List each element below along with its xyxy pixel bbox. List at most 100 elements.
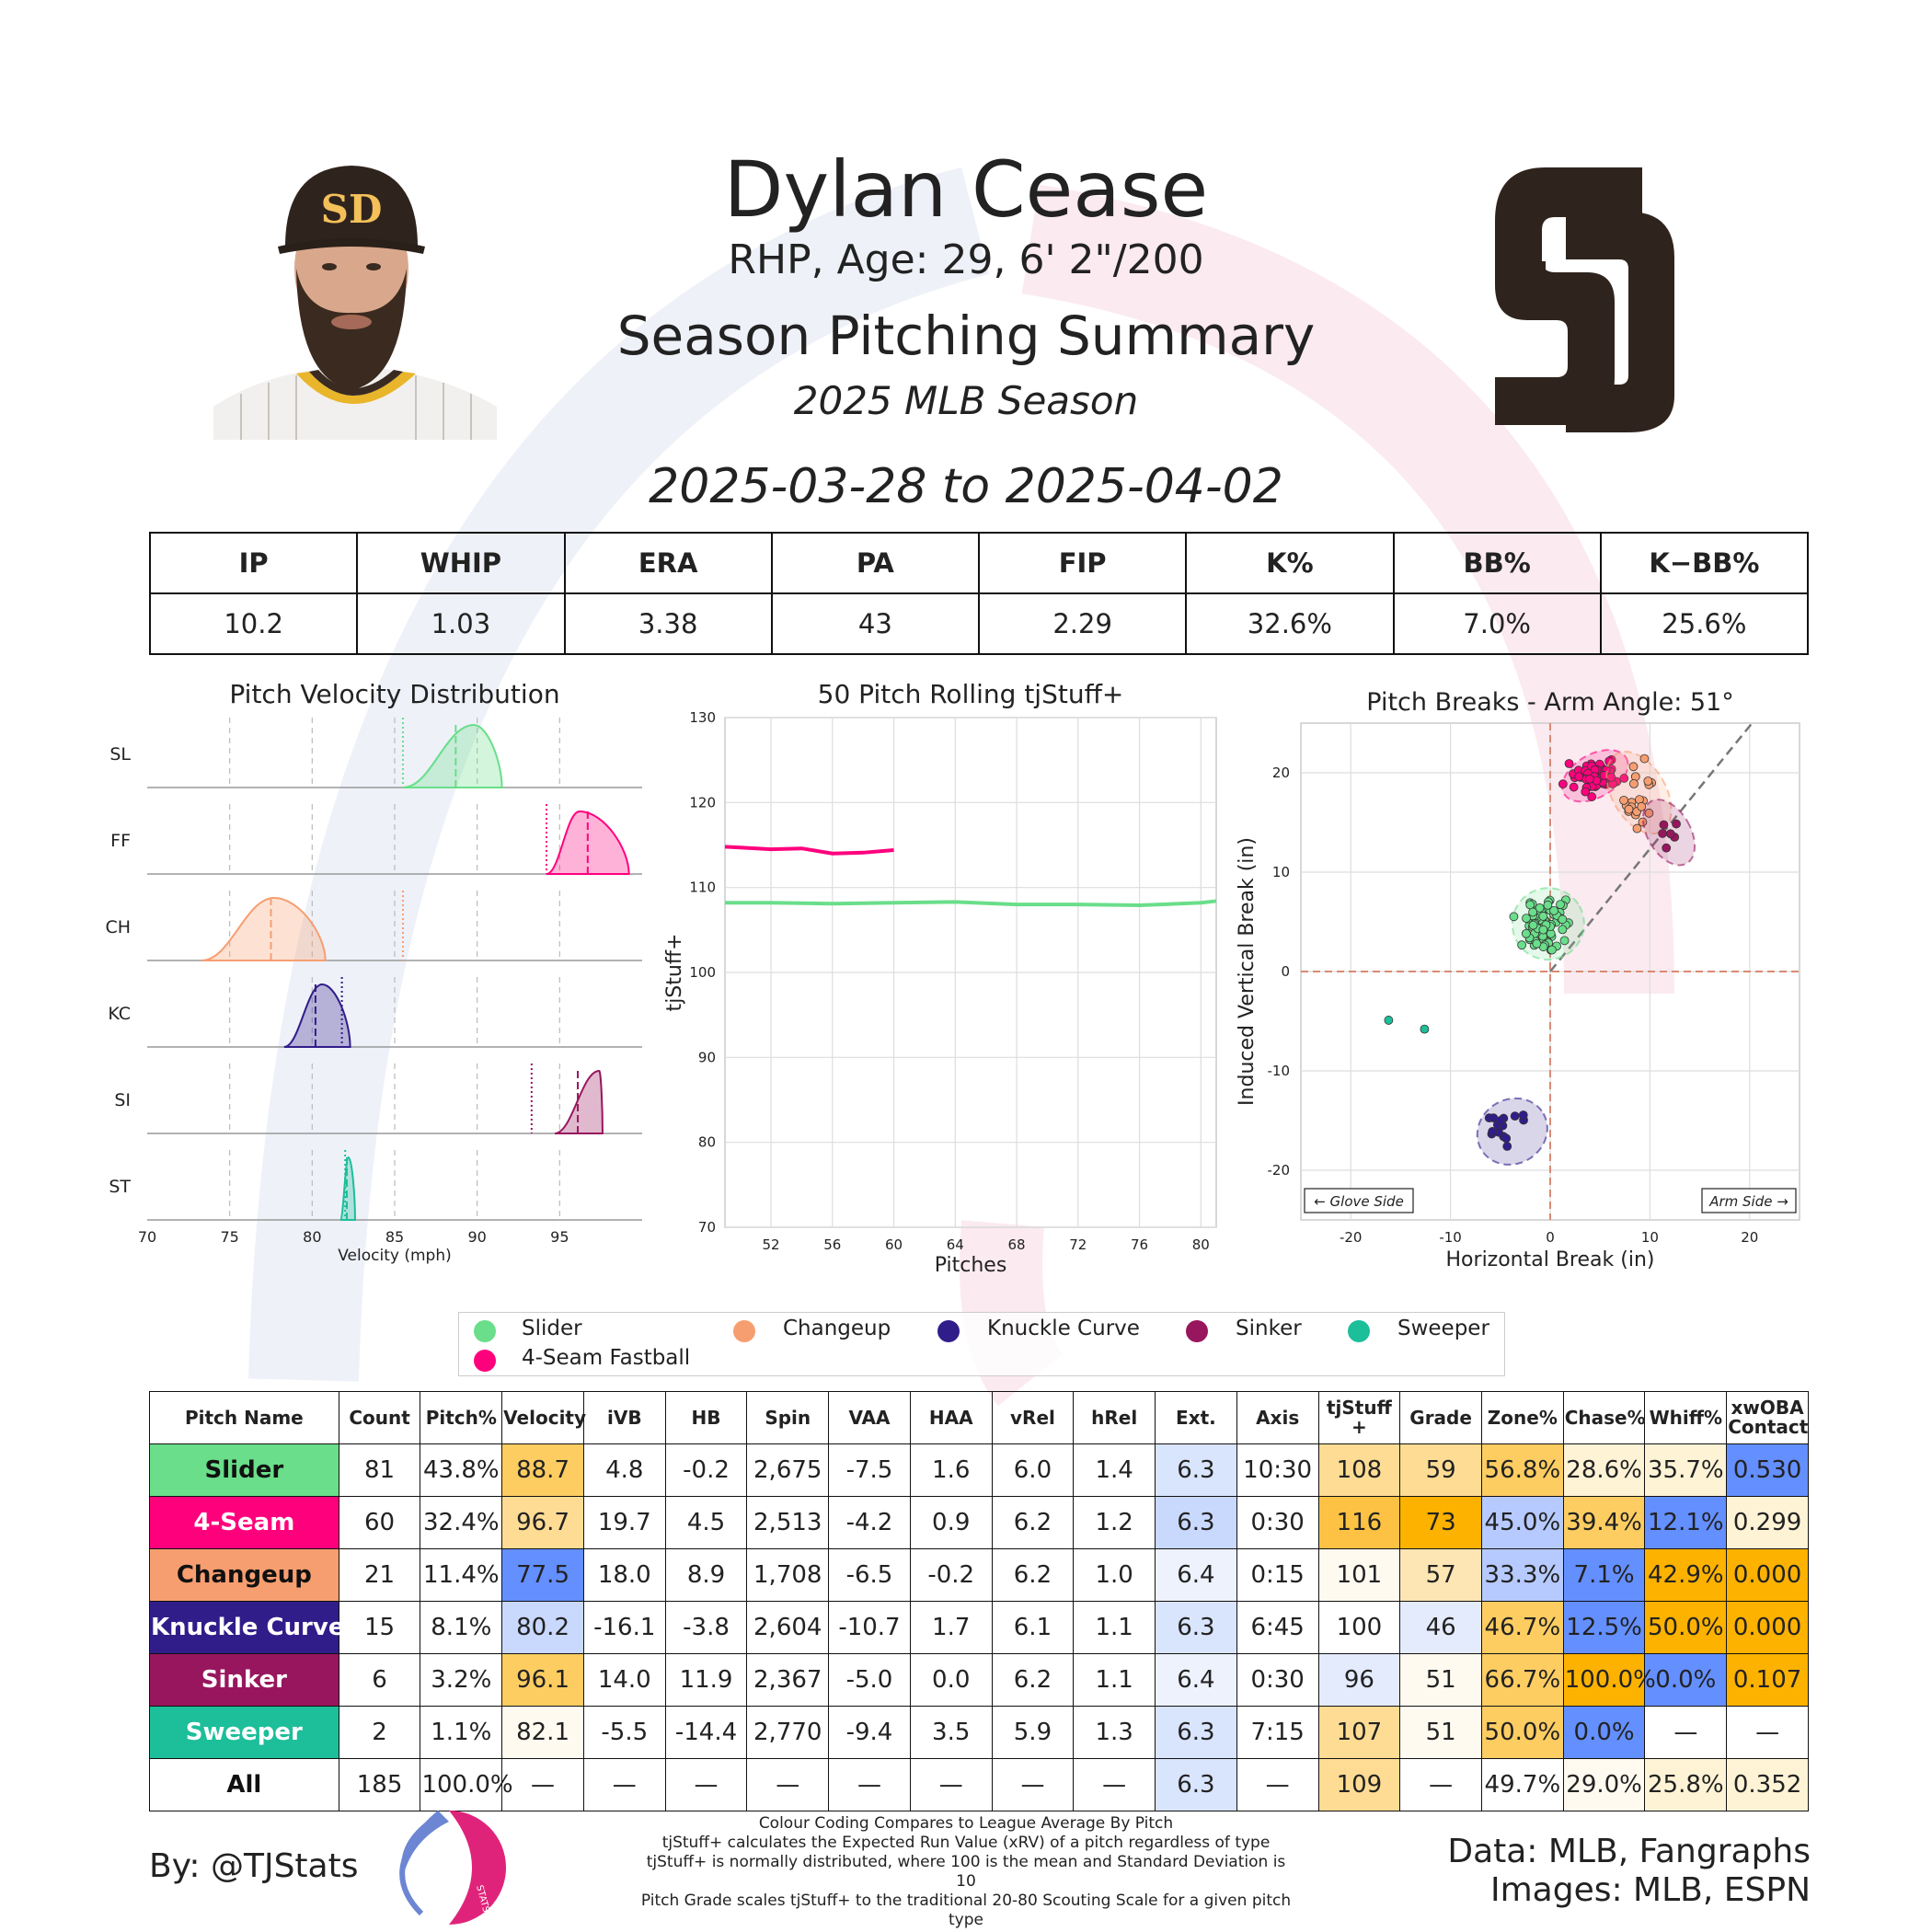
pitch-break-point (1619, 774, 1629, 783)
pitch-table-header: iVB (582, 1391, 666, 1444)
pitch-break-point (1538, 912, 1548, 921)
pitch-break-point (1587, 792, 1597, 801)
pitch-table-cell: 19.7 (582, 1496, 666, 1549)
pitch-break-point (1639, 753, 1650, 764)
pitch-table-cell: 49.7% (1480, 1758, 1564, 1811)
pitch-table-cell: 12.5% (1562, 1601, 1646, 1654)
y-tick-label: 100 (689, 964, 716, 981)
pitch-table-cell: 96.1 (501, 1653, 584, 1707)
pitch-break-point (1559, 936, 1570, 946)
row-label: ST (109, 1177, 131, 1197)
velocity-distribution-chart: Pitch Velocity Distribution SL FF CH KC SI ST 7… (105, 681, 642, 1265)
pitch-table-cell: — (746, 1758, 830, 1811)
glove-side-box (1304, 1188, 1414, 1213)
pitch-table-row: Knuckle Curve 15 8.1% 80.2 -16.1 -3.8 2,604 -10… (149, 1601, 1809, 1654)
pitch-table-cell: 1.1 (1073, 1653, 1156, 1707)
pitch-table-cell: 66.7% (1480, 1653, 1564, 1707)
pitch-break-point (1569, 782, 1579, 792)
pitch-table-cell: -3.8 (664, 1601, 748, 1654)
pitch-table-cell: -4.2 (828, 1496, 911, 1549)
pitch-table-header: HAA (909, 1391, 993, 1444)
pitch-table-cell: 51 (1399, 1653, 1482, 1707)
pitch-table-cell: -5.5 (582, 1706, 666, 1759)
x-axis-label: Velocity (mph) (338, 1247, 451, 1265)
summary-value: 3.38 (563, 592, 773, 655)
pitch-breaks-chart: Pitch Breaks - Arm Angle: 51° -20 -10 0 10 20… (1236, 688, 1800, 1271)
pitch-table-cell: 185 (338, 1758, 421, 1811)
pitch-table-cell: 2 (338, 1706, 421, 1759)
pitch-break-point (1659, 820, 1669, 830)
pitch-table-cell: 0.000 (1726, 1601, 1809, 1654)
pitch-break-point (1584, 774, 1594, 784)
arm-side-label: Arm Side → (1708, 1193, 1788, 1210)
pitch-break-point (1528, 920, 1538, 930)
pitch-table-cell: 0.9 (909, 1496, 993, 1549)
velocity-density-si (554, 1069, 604, 1134)
pitch-table-cell: 1.6 (909, 1443, 993, 1497)
pitch-table-cell: 0.352 (1726, 1758, 1809, 1811)
pitch-table-cell: -7.5 (828, 1443, 911, 1497)
pitch-table-cell: 96 (1317, 1653, 1401, 1707)
pitch-name-cell: Slider (149, 1443, 339, 1497)
summary-header: K−BB% (1599, 532, 1810, 594)
pitch-table-cell: 28.6% (1562, 1443, 1646, 1497)
padres-logo-icon (1495, 167, 1674, 432)
pitch-table-cell: 0:30 (1236, 1653, 1319, 1707)
pitch-table-cell: 4.8 (582, 1443, 666, 1497)
legend-dot-sweeper (1348, 1320, 1370, 1342)
rolling-tjstuff-chart: 50 Pitch Rolling tjStuff+ 70 80 90 100 110 120… (663, 681, 1217, 1277)
pitch-legend: Slider Changeup Knuckle Curve Sinker Swe… (458, 1312, 1505, 1376)
pitch-table-cell: 59 (1399, 1443, 1482, 1497)
x-tick-label: 76 (1131, 1236, 1148, 1253)
pitch-table-cell: 18.0 (582, 1548, 666, 1602)
pitch-table-cell: 0:15 (1236, 1548, 1319, 1602)
pitch-break-point (1521, 928, 1531, 938)
velocity-density-ff (546, 810, 630, 875)
pitch-table-cell: 25.8% (1644, 1758, 1728, 1811)
pitch-break-point (1522, 914, 1531, 924)
pitch-table-cell: 1.3 (1073, 1706, 1156, 1759)
x-tick-label: 80 (1192, 1236, 1210, 1253)
row-label: SL (109, 744, 131, 765)
pitch-table-row: Changeup 21 11.4% 77.5 18.0 8.9 1,708 -6.5 -0.2 6… (149, 1548, 1809, 1602)
pitch-break-point (1558, 925, 1568, 935)
summary-value: 2.29 (977, 592, 1188, 655)
y-tick-label: 110 (689, 880, 716, 896)
pitch-table-cell: 12.1% (1644, 1496, 1728, 1549)
pitch-break-point (1509, 912, 1519, 922)
legend-label: Knuckle Curve (987, 1317, 1140, 1340)
pitch-table-cell: 50.0% (1480, 1706, 1564, 1759)
summary-header: PA (770, 532, 981, 594)
pitch-table-cell: 3.2% (420, 1653, 503, 1707)
pitch-table-header: Axis (1236, 1391, 1319, 1444)
pitch-break-point (1517, 940, 1527, 950)
pitch-table-cell: 14.0 (582, 1653, 666, 1707)
pitch-break-point (1637, 801, 1647, 811)
pitch-table-cell: 39.4% (1562, 1496, 1646, 1549)
summary-header: ERA (563, 532, 773, 594)
pitch-break-point (1658, 829, 1667, 838)
y-axis-label: Induced Vertical Break (in) (1236, 837, 1259, 1106)
pitch-table-header: Ext. (1155, 1391, 1237, 1444)
pitch-table-row: 4-Seam 60 32.4% 96.7 19.7 4.5 2,513 -4.2 0.9 6.2 1… (149, 1496, 1809, 1549)
pitch-break-point (1518, 1110, 1528, 1120)
pitch-break-point (1489, 1113, 1499, 1122)
pitch-table-cell: 2,675 (746, 1443, 830, 1497)
velocity-density-sl (402, 723, 503, 788)
pitch-table-cell: 51 (1399, 1706, 1482, 1759)
pitch-table-header: VAA (828, 1391, 911, 1444)
pitch-table-cell: 109 (1317, 1758, 1401, 1811)
pitch-table-cell: 80.2 (501, 1601, 584, 1654)
pitch-table-header: Grade (1399, 1391, 1482, 1444)
x-tick-label: 0 (1546, 1229, 1555, 1246)
pitch-break-point (1510, 1111, 1520, 1121)
pitch-break-point (1628, 762, 1639, 772)
pitch-cluster-ellipse (1605, 751, 1673, 835)
pitch-table-cell: 1.1 (1073, 1601, 1156, 1654)
pitch-table-cell: 73 (1399, 1496, 1482, 1549)
pitch-table-cell: 1.7 (909, 1601, 993, 1654)
pitch-table-cell: 56.8% (1480, 1443, 1564, 1497)
pitch-table-cell: 33.3% (1480, 1548, 1564, 1602)
footer-note: tjStuff+ is normally distributed, where … (646, 1853, 1286, 1891)
pitch-table-cell: — (1644, 1706, 1728, 1759)
